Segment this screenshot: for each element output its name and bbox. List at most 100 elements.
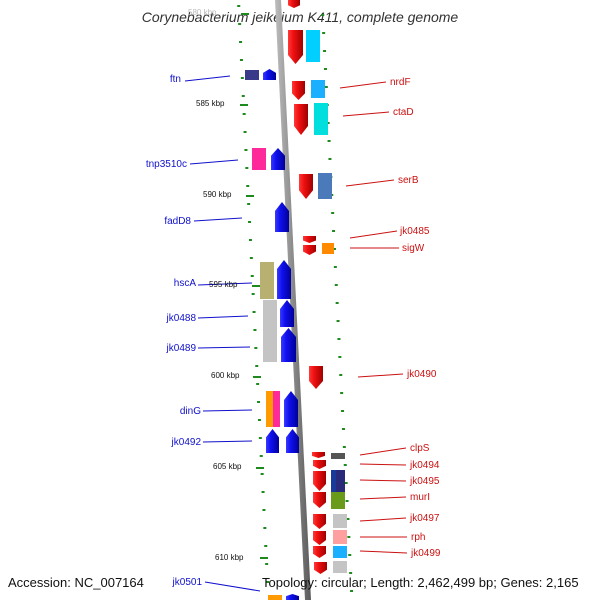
major-tick-mark (241, 13, 249, 15)
gene-label-jk0485[interactable]: jk0485 (399, 226, 430, 237)
tick-mark (261, 491, 265, 493)
tick-mark (322, 32, 326, 34)
gene-label-clpS[interactable]: clpS (410, 443, 430, 454)
major-tick-mark (253, 376, 261, 378)
tick-mark (326, 122, 330, 124)
label-leader-lines (184, 75, 408, 592)
cog-block (273, 391, 280, 427)
tick-mark (248, 221, 252, 223)
reverse-gene-arrow (314, 562, 327, 574)
forward-gene-arrow (286, 594, 299, 600)
tick-mark (248, 239, 252, 241)
gene-label-fadD8[interactable]: fadD8 (164, 216, 191, 227)
tick-marks (237, 5, 354, 592)
gene-label-jk0490[interactable]: jk0490 (406, 369, 437, 380)
forward-gene-arrow (271, 148, 285, 170)
tick-mark (334, 284, 338, 286)
gene-label-serB[interactable]: serB (398, 175, 419, 186)
gene-label-tnp3510c[interactable]: tnp3510c (146, 159, 187, 170)
tick-mark (332, 230, 336, 232)
gene-label-dinG[interactable]: dinG (180, 406, 201, 417)
forward-gene-arrow (284, 391, 298, 427)
scale-label-595kbp: 595 kbp (209, 280, 238, 289)
cog-block (245, 70, 259, 80)
gene-label-nrdF[interactable]: nrdF (390, 77, 411, 88)
tick-mark (350, 590, 354, 592)
tick-mark (247, 203, 251, 205)
reverse-gene-arrow (313, 471, 326, 491)
tick-mark (339, 374, 343, 376)
leader-line (342, 111, 390, 117)
tick-mark (249, 257, 253, 259)
major-tick-mark (256, 467, 264, 469)
reverse-gene-arrow (309, 366, 323, 389)
forward-gene-arrow (277, 260, 291, 299)
tick-mark (251, 293, 255, 295)
major-tick-mark (260, 557, 268, 559)
tick-mark (246, 185, 250, 187)
cog-block (331, 492, 345, 509)
cog-block (336, 470, 345, 492)
gene-label-sigW[interactable]: sigW (402, 243, 425, 254)
gene-label-jk0499[interactable]: jk0499 (410, 548, 441, 559)
tick-mark (346, 518, 350, 520)
scale-label-610kbp: 610 kbp (215, 553, 244, 562)
gene-label-murI[interactable]: murI (410, 492, 430, 503)
forward-gene-arrow (266, 429, 279, 453)
reverse-gene-arrow (313, 546, 326, 558)
forward-gene-arrow (263, 69, 276, 80)
reverse-gene-arrow (313, 531, 326, 545)
forward-gene-arrow (281, 328, 296, 362)
gene-label-jk0489[interactable]: jk0489 (166, 343, 197, 354)
gene-label-jk0497[interactable]: jk0497 (409, 513, 440, 524)
cog-block (266, 391, 273, 427)
gene-label-ftn[interactable]: ftn (170, 74, 181, 85)
leader-line (359, 479, 407, 482)
reverse-gene-arrow (312, 452, 325, 458)
gene-arrows (263, 0, 327, 600)
leader-line (202, 440, 253, 443)
leader-line (359, 496, 407, 500)
tick-mark (237, 5, 241, 7)
cog-block (318, 173, 332, 199)
leader-line (202, 409, 253, 412)
tick-mark (333, 266, 337, 268)
scale-label-600kbp: 600 kbp (211, 371, 240, 380)
gene-label-rph[interactable]: rph (411, 532, 425, 543)
reverse-gene-arrow (313, 460, 326, 469)
tick-mark (348, 554, 352, 556)
leader-line (197, 282, 253, 286)
cog-block (333, 514, 347, 528)
tick-mark (341, 428, 345, 430)
leader-line (359, 463, 407, 466)
tick-mark (265, 563, 269, 565)
major-tick-mark (252, 285, 260, 287)
gene-label-jk0494[interactable]: jk0494 (409, 460, 440, 471)
leader-line (339, 81, 387, 89)
tick-mark (345, 500, 349, 502)
gene-label-jk0501[interactable]: jk0501 (172, 577, 203, 588)
tick-mark (324, 86, 328, 88)
tick-mark (238, 23, 242, 25)
tick-mark (260, 473, 264, 475)
leader-line (197, 315, 249, 319)
tick-mark (250, 275, 254, 277)
tick-mark (256, 383, 260, 385)
gene-label-hscA[interactable]: hscA (174, 278, 197, 289)
leader-line (193, 217, 243, 222)
reverse-gene-arrow (313, 514, 326, 529)
tick-mark (340, 392, 344, 394)
tick-mark (242, 113, 246, 115)
right-gene-labels: nrdF ctaD serB jk0485 sigW jk0490 clpS j… (390, 77, 441, 559)
tick-mark (258, 437, 262, 439)
reverse-gene-arrow (313, 492, 326, 508)
gene-label-ctaD[interactable]: ctaD (393, 107, 414, 118)
gene-label-jk0495[interactable]: jk0495 (409, 476, 440, 487)
tick-mark (254, 347, 258, 349)
gene-label-jk0488[interactable]: jk0488 (166, 313, 197, 324)
leader-line (349, 230, 398, 239)
gene-label-jk0492[interactable]: jk0492 (171, 437, 202, 448)
tick-mark (342, 446, 346, 448)
cog-block (268, 595, 282, 600)
